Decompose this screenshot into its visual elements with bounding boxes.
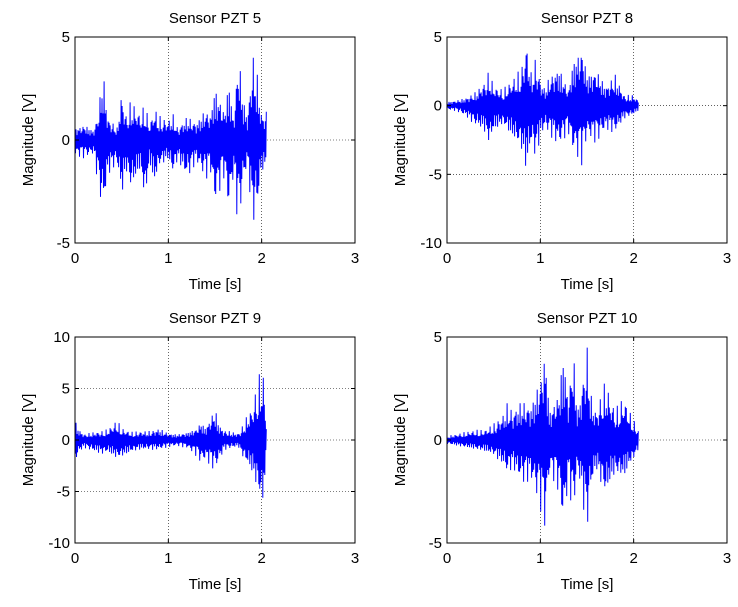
subplot-title: Sensor PZT 10 [537,310,638,327]
x-tick-label: 1 [536,250,544,267]
x-axis-label: Time [s] [561,276,614,293]
subplot-title: Sensor PZT 8 [541,10,633,27]
x-tick-label: 2 [629,250,637,267]
y-tick-label: 5 [62,381,70,398]
x-tick-label: 2 [629,550,637,567]
x-tick-label: 3 [723,250,731,267]
signal-trace [74,374,267,498]
x-tick-label: 2 [257,250,265,267]
subplot-pzt9: Sensor PZT 9 Magnitude [V] Time [s] 0 1 2 3… [20,310,359,593]
y-tick-label: 0 [434,432,442,449]
y-axis-label: Magnitude [V] [20,94,37,187]
y-tick-label: 10 [53,329,70,346]
x-axis-label: Time [s] [189,276,242,293]
subplot-title: Sensor PZT 9 [169,310,261,327]
x-tick-label: 0 [71,550,79,567]
x-tick-label: 0 [71,250,79,267]
x-tick-label: 1 [164,550,172,567]
y-tick-label: 5 [434,29,442,46]
y-axis-label: Magnitude [V] [20,394,37,487]
y-axis-label: Magnitude [V] [392,394,409,487]
y-tick-label: 5 [434,329,442,346]
y-tick-label: 5 [62,29,70,46]
x-tick-label: 3 [723,550,731,567]
y-tick-label: -5 [429,535,442,552]
subplot-title: Sensor PZT 5 [169,10,261,27]
x-tick-label: 3 [351,250,359,267]
x-tick-label: 1 [164,250,172,267]
x-tick-label: 0 [443,550,451,567]
x-tick-label: 2 [257,550,265,567]
y-tick-label: 0 [62,132,70,149]
x-axis-label: Time [s] [189,576,242,593]
subplot-pzt5: Sensor PZT 5 Magnitude [V] Time [s] 0 1 2 3… [20,10,359,293]
y-tick-label: -10 [420,235,442,252]
y-tick-label: -5 [429,166,442,183]
y-tick-label: -10 [48,535,70,552]
x-tick-label: 3 [351,550,359,567]
signal-trace [446,53,639,166]
x-axis-label: Time [s] [561,576,614,593]
signal-trace [74,57,267,220]
y-tick-label: 0 [62,432,70,449]
y-tick-label: -5 [57,484,70,501]
y-axis-label: Magnitude [V] [392,94,409,187]
y-tick-label: 0 [434,98,442,115]
signal-trace [446,347,639,526]
subplot-pzt10: Sensor PZT 10 Magnitude [V] Time [s] 0 1 2… [392,310,731,593]
y-tick-label: -5 [57,235,70,252]
x-tick-label: 0 [443,250,451,267]
plot-area [447,37,727,243]
subplot-pzt8: Sensor PZT 8 Magnitude [V] Time [s] 0 1 2 3… [392,10,731,293]
axes-frame [446,36,728,244]
x-tick-label: 1 [536,550,544,567]
